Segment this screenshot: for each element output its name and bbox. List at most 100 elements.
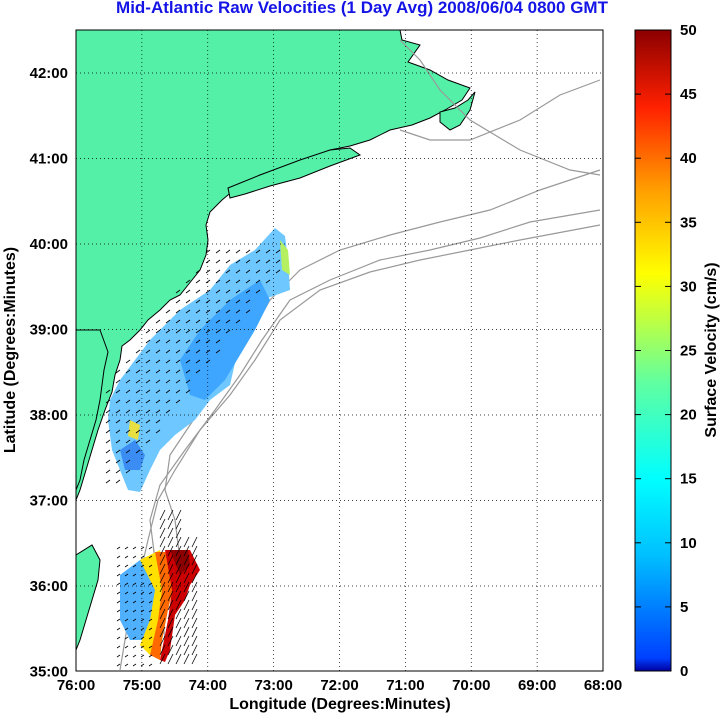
- velocity-vector: [205, 289, 211, 294]
- velocity-vector: [124, 609, 129, 613]
- velocity-vector: [205, 299, 211, 304]
- velocity-vector: [265, 249, 271, 254]
- velocity-vector: [115, 409, 121, 414]
- velocity-vector: [167, 599, 174, 611]
- velocity-vector: [165, 409, 171, 414]
- velocity-vector: [132, 663, 137, 667]
- velocity-vector: [183, 644, 190, 656]
- velocity-vector: [135, 419, 141, 424]
- velocity-vector: [183, 536, 190, 548]
- velocity-vector: [175, 536, 182, 548]
- velocity-vector: [115, 469, 121, 474]
- x-tick-label: 69:00: [518, 677, 556, 694]
- x-tick-label: 75:00: [123, 677, 161, 694]
- velocity-vector: [265, 259, 271, 264]
- velocity-vector: [159, 635, 166, 647]
- velocity-vector: [175, 369, 181, 374]
- velocity-vector: [191, 545, 198, 557]
- velocity-vector: [155, 369, 161, 374]
- velocity-vector: [205, 319, 211, 324]
- velocity-vector: [175, 581, 182, 593]
- land-long-island: [227, 147, 362, 199]
- velocity-vector: [185, 379, 191, 384]
- velocity-vector: [145, 419, 151, 424]
- velocity-vector: [116, 573, 121, 577]
- velocity-vector: [125, 439, 131, 444]
- velocity-vector: [215, 349, 221, 354]
- velocity-vector: [185, 369, 191, 374]
- velocity-vector: [215, 309, 221, 314]
- velocity-vector: [183, 590, 190, 602]
- velocity-vector: [148, 645, 153, 649]
- velocity-vector: [225, 309, 231, 314]
- velocity-vector: [167, 545, 174, 557]
- y-tick-label: 36:00: [30, 578, 68, 595]
- velocity-vector: [195, 349, 201, 354]
- velocity-vector: [159, 599, 166, 611]
- velocity-vector: [148, 591, 153, 595]
- velocity-vector: [205, 309, 211, 314]
- velocity-vector: [225, 269, 231, 274]
- x-tick-label: 73:00: [254, 677, 292, 694]
- velocity-vector: [116, 582, 121, 586]
- velocity-vector: [140, 645, 145, 649]
- velocity-vector: [115, 459, 121, 464]
- velocity-vector: [116, 618, 121, 622]
- velocity-vector: [191, 644, 198, 656]
- velocity-vector: [148, 555, 153, 559]
- velocity-vector: [124, 654, 129, 658]
- velocity-vector: [145, 369, 151, 374]
- velocity-vector: [245, 269, 251, 274]
- velocity-vector: [125, 379, 131, 384]
- velocity-vector: [225, 329, 231, 334]
- colorbar-tick-label: 25: [680, 343, 697, 360]
- velocity-vector: [225, 279, 231, 284]
- velocity-vector: [132, 564, 137, 568]
- velocity-vector: [125, 429, 131, 434]
- velocity-vector: [265, 279, 271, 284]
- velocity-vector: [145, 399, 151, 404]
- velocity-vector: [148, 546, 153, 550]
- velocity-vector: [159, 617, 166, 629]
- velocity-vector: [135, 379, 141, 384]
- velocity-vector: [155, 379, 161, 384]
- velocity-vector: [275, 259, 281, 264]
- velocity-vector: [165, 349, 171, 354]
- velocity-vector: [167, 572, 174, 584]
- x-tick-label: 72:00: [320, 677, 358, 694]
- velocity-vector: [265, 269, 271, 274]
- colorbar-tick-label: 45: [680, 86, 697, 103]
- velocity-vector: [191, 626, 198, 638]
- velocity-vector: [255, 279, 261, 284]
- velocity-vectors: [105, 249, 281, 667]
- velocity-vector: [191, 653, 198, 665]
- velocity-vector: [116, 546, 121, 550]
- velocity-vector: [155, 429, 161, 434]
- velocity-vector: [205, 249, 211, 254]
- velocity-vector: [185, 329, 191, 334]
- colorbar-tick-label: 10: [680, 535, 697, 552]
- velocity-vector: [215, 289, 221, 294]
- velocity-vector: [191, 572, 198, 584]
- velocity-vector: [148, 573, 153, 577]
- colorbar-tick-label: 20: [680, 407, 697, 424]
- velocity-vector: [159, 590, 166, 602]
- velocity-vector: [148, 627, 153, 631]
- velocity-vector: [205, 339, 211, 344]
- velocity-vector: [245, 279, 251, 284]
- velocity-vector: [175, 617, 182, 629]
- colorbar-tick-label: 30: [680, 278, 697, 295]
- velocity-vector: [155, 399, 161, 404]
- y-tick-label: 42:00: [30, 65, 68, 82]
- velocity-vector: [115, 379, 121, 384]
- velocity-vector: [165, 339, 171, 344]
- velocity-vector: [255, 259, 261, 264]
- velocity-vector: [115, 479, 121, 484]
- velocity-vector: [165, 309, 171, 314]
- velocity-vector: [140, 591, 145, 595]
- velocity-vector: [205, 349, 211, 354]
- velocity-vector: [132, 573, 137, 577]
- velocity-vector: [132, 618, 137, 622]
- velocity-vector: [191, 536, 198, 548]
